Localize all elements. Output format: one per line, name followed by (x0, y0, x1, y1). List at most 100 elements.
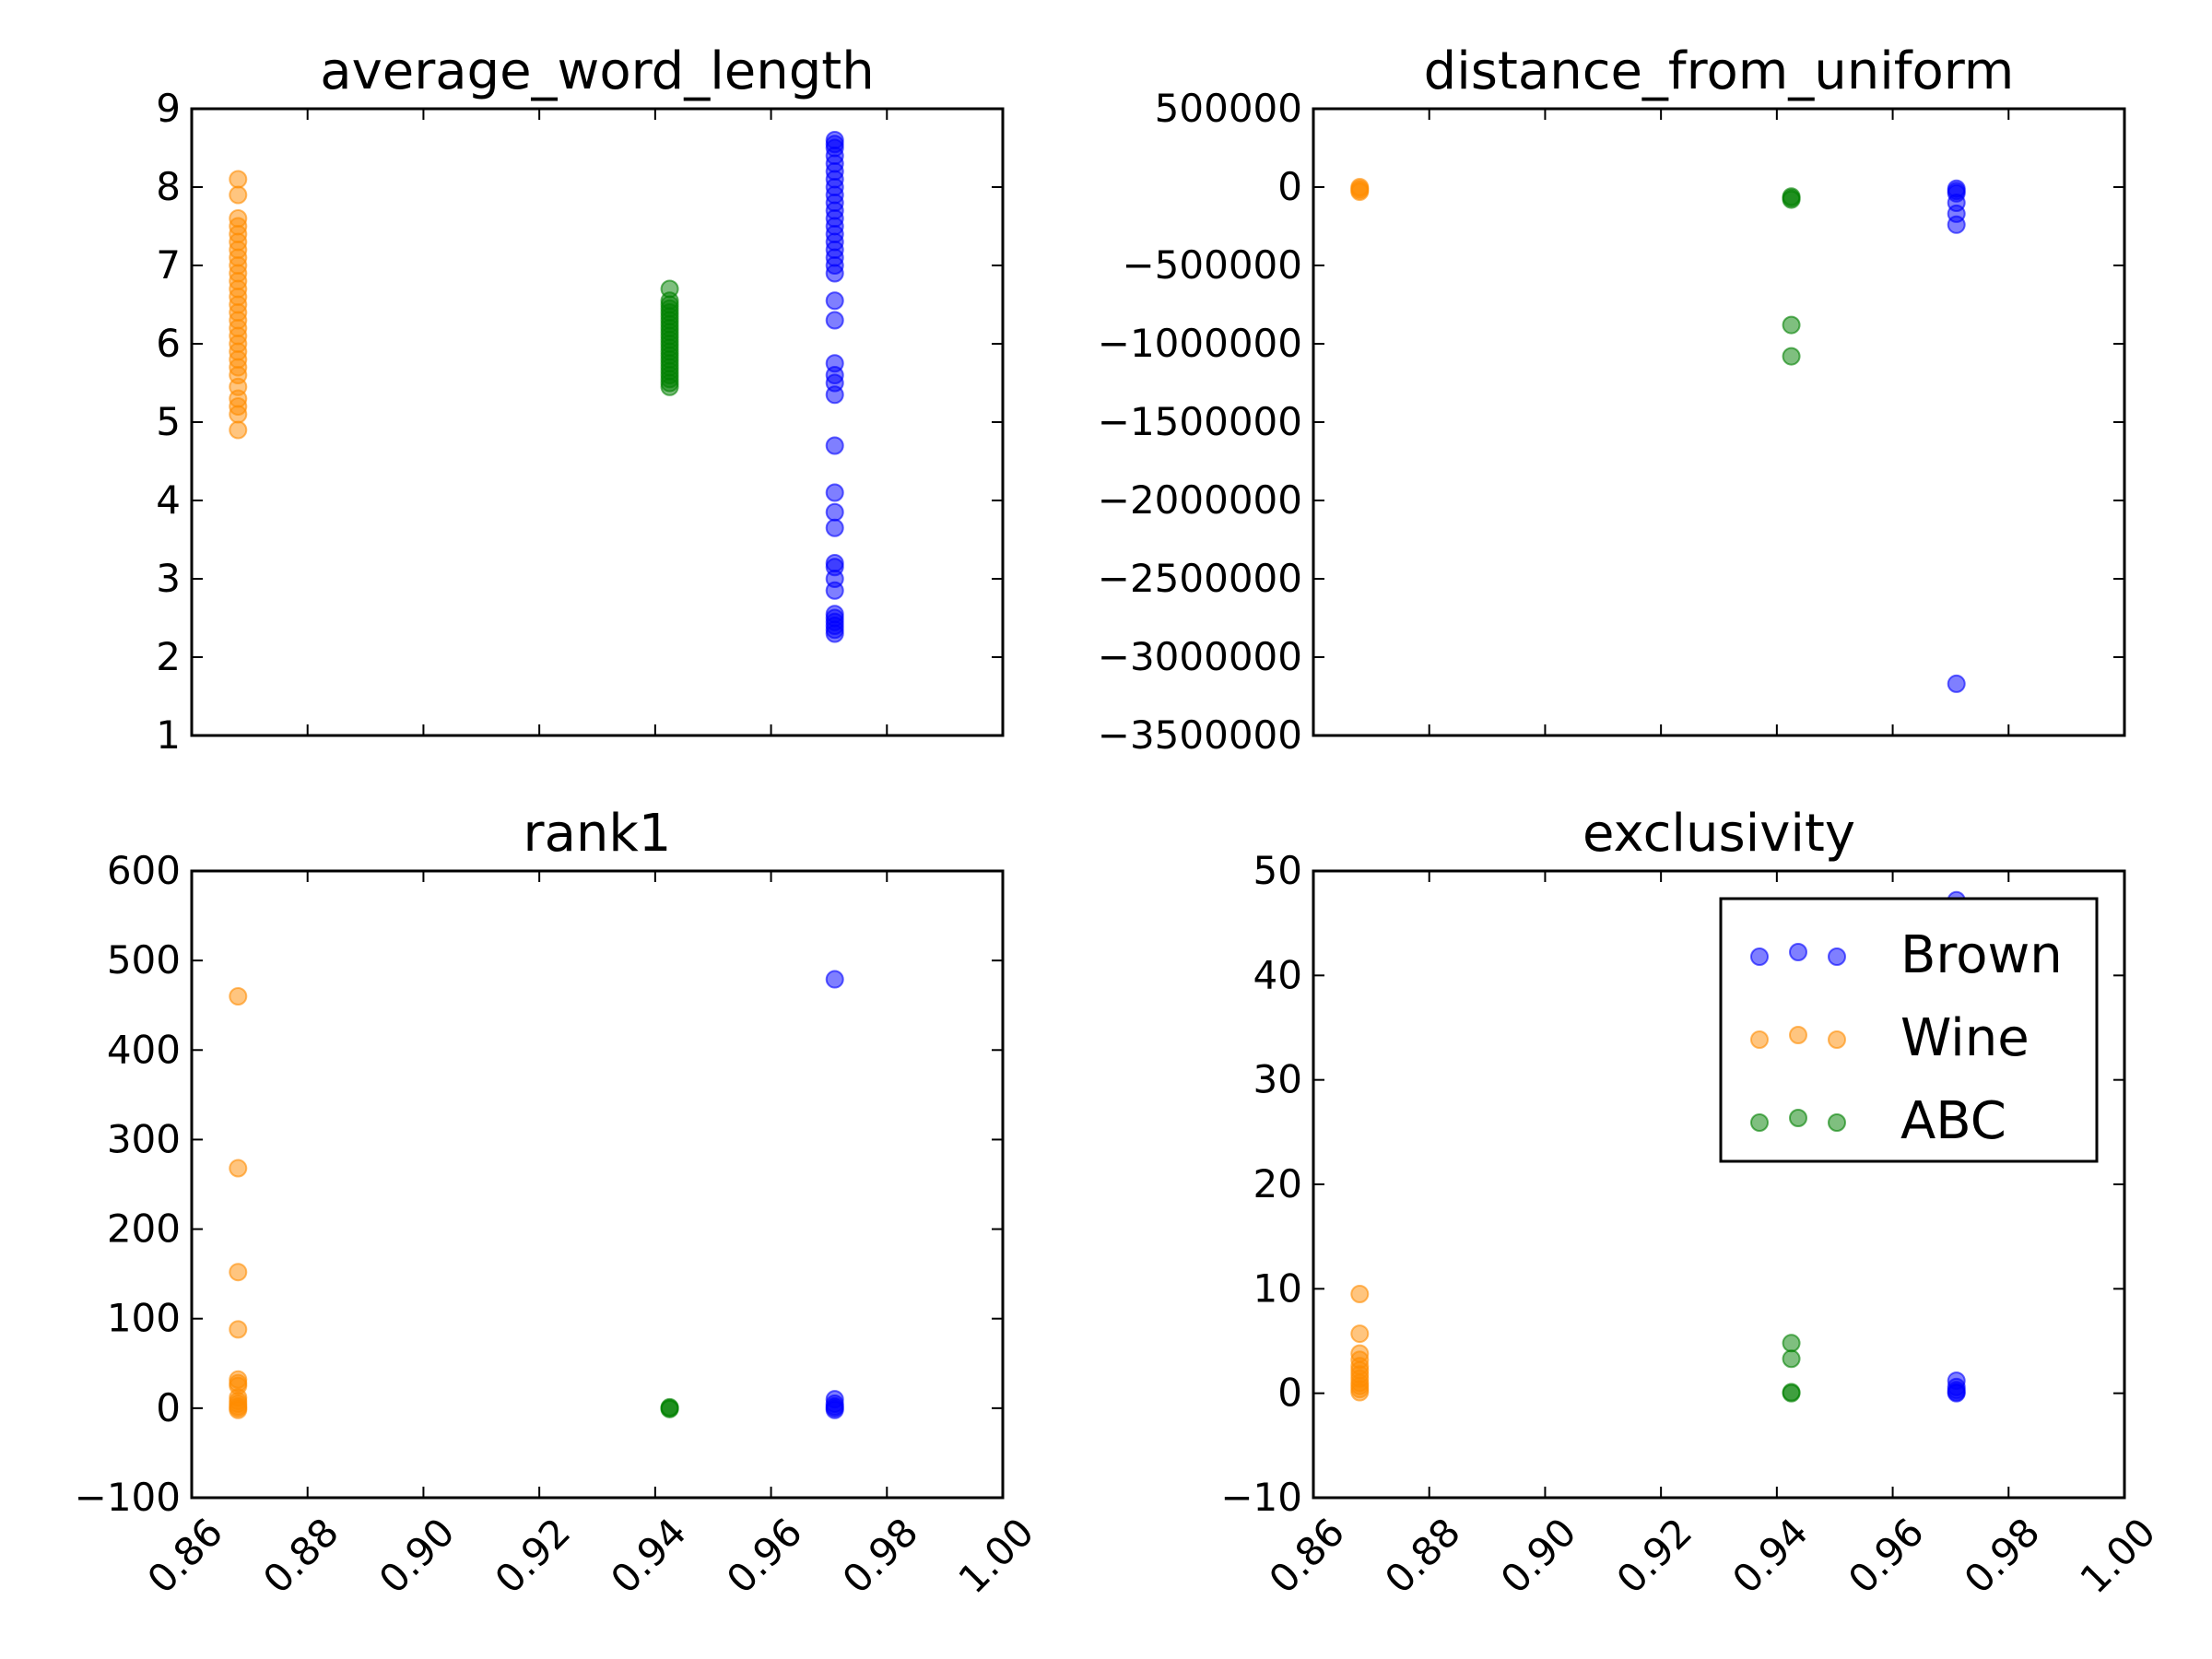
x-tick-label: 0.86 (1260, 1509, 1353, 1602)
point-wine (229, 405, 248, 424)
point-abc (660, 377, 679, 396)
point-brown (825, 264, 844, 283)
panel-title: exclusivity (1583, 804, 1855, 864)
y-tick-label: −2000000 (1098, 477, 1302, 523)
legend-marker-brown (1789, 943, 1807, 961)
x-tick-label: 0.96 (1840, 1509, 1933, 1602)
legend-marker-wine (1750, 1030, 1769, 1049)
y-tick-label: −1500000 (1098, 399, 1302, 444)
x-tick-label: 0.98 (834, 1509, 927, 1602)
y-tick-label: 500000 (1155, 86, 1302, 131)
y-tick-label: 30 (1253, 1057, 1302, 1102)
y-tick-label: −500000 (1122, 242, 1302, 288)
legend-label-wine: Wine (1900, 1008, 2030, 1068)
point-wine (229, 1400, 248, 1419)
y-tick-label: −3500000 (1098, 712, 1302, 758)
point-brown (825, 624, 844, 643)
y-tick-label: −1000000 (1098, 321, 1302, 366)
point-wine (229, 1159, 248, 1178)
panel-title: average_word_length (320, 41, 874, 101)
x-tick-label: 0.90 (371, 1509, 464, 1602)
panel-title: rank1 (524, 804, 672, 864)
y-tick-label: −2500000 (1098, 556, 1302, 601)
point-wine (1350, 1382, 1370, 1402)
legend-marker-abc (1750, 1113, 1769, 1132)
point-brown (1947, 674, 1966, 693)
point-brown (825, 502, 844, 522)
point-abc (660, 1399, 679, 1418)
y-tick-label: 3 (156, 556, 181, 601)
y-tick-label: 40 (1253, 952, 1302, 997)
x-tick-label: 0.88 (254, 1509, 347, 1602)
legend-marker-wine (1789, 1026, 1807, 1044)
point-wine (229, 1320, 248, 1339)
legend-marker-wine (1828, 1030, 1846, 1049)
point-wine (1350, 1285, 1370, 1303)
y-tick-label: 0 (156, 1385, 181, 1430)
y-tick-label: −100 (75, 1475, 181, 1520)
point-brown (825, 311, 844, 330)
point-brown (825, 581, 844, 600)
y-tick-label: 300 (107, 1116, 181, 1161)
y-tick-label: 500 (107, 937, 181, 982)
point-brown (825, 436, 844, 455)
point-brown (825, 1400, 844, 1419)
legend-label-abc: ABC (1900, 1091, 2006, 1151)
y-tick-label: 50 (1253, 848, 1302, 893)
legend-marker-abc (1828, 1113, 1846, 1132)
point-abc (1782, 1349, 1801, 1369)
point-abc (1782, 1383, 1801, 1403)
y-tick-label: 4 (156, 477, 181, 523)
panel-title: distance_from_uniform (1424, 41, 2015, 101)
x-tick-label: 0.90 (1492, 1509, 1585, 1602)
x-tick-label: 0.98 (1956, 1509, 2049, 1602)
point-abc (1782, 347, 1801, 366)
x-tick-label: 0.88 (1376, 1509, 1469, 1602)
y-tick-label: 1 (156, 712, 181, 758)
legend-marker-brown (1828, 947, 1846, 966)
y-tick-label: 20 (1253, 1161, 1302, 1206)
point-brown (1947, 215, 1966, 234)
x-tick-label: 0.92 (487, 1509, 580, 1602)
axes-frame (190, 869, 1005, 1500)
y-tick-label: 5 (156, 399, 181, 444)
y-tick-label: −3000000 (1098, 634, 1302, 679)
point-brown (825, 518, 844, 537)
y-tick-label: 8 (156, 164, 181, 209)
subplot-average-word-length: average_word_length 1 2 3 4 5 6 7 8 9 (156, 41, 1005, 758)
legend-box (1719, 897, 2099, 1163)
x-tick-label: 0.94 (1724, 1509, 1817, 1602)
legend-label-brown: Brown (1900, 925, 2063, 985)
y-tick-label: 0 (1277, 164, 1302, 209)
y-tick-label: 400 (107, 1027, 181, 1072)
y-tick-label: 0 (1277, 1371, 1302, 1416)
point-brown (825, 483, 844, 502)
x-tick-label: 0.86 (138, 1509, 231, 1602)
point-brown (825, 970, 844, 989)
y-tick-label: −10 (1220, 1475, 1302, 1520)
axes-frame (1312, 107, 2126, 737)
x-tick-label: 0.92 (1608, 1509, 1701, 1602)
point-wine (229, 987, 248, 1006)
point-brown (1947, 1383, 1966, 1403)
y-tick-label: 6 (156, 321, 181, 366)
point-wine (1350, 182, 1370, 202)
x-tick-label: 1.00 (949, 1509, 1042, 1602)
y-tick-label: 600 (107, 848, 181, 893)
point-wine (229, 420, 248, 440)
y-tick-label: 10 (1253, 1265, 1302, 1311)
subplot-rank1: rank1 600 500 400 300 200 100 0 −1000.86 0.88 0.90… (75, 804, 1042, 1602)
axes-frame (190, 107, 1005, 737)
y-tick-label: 9 (156, 86, 181, 131)
point-wine (229, 1263, 248, 1282)
y-tick-label: 2 (156, 634, 181, 679)
x-tick-label: 0.94 (602, 1509, 695, 1602)
point-abc (1782, 190, 1801, 209)
point-abc (1782, 315, 1801, 335)
x-tick-label: 1.00 (2071, 1509, 2164, 1602)
point-abc (1782, 1334, 1801, 1353)
point-brown (825, 385, 844, 405)
legend-marker-brown (1750, 947, 1769, 966)
